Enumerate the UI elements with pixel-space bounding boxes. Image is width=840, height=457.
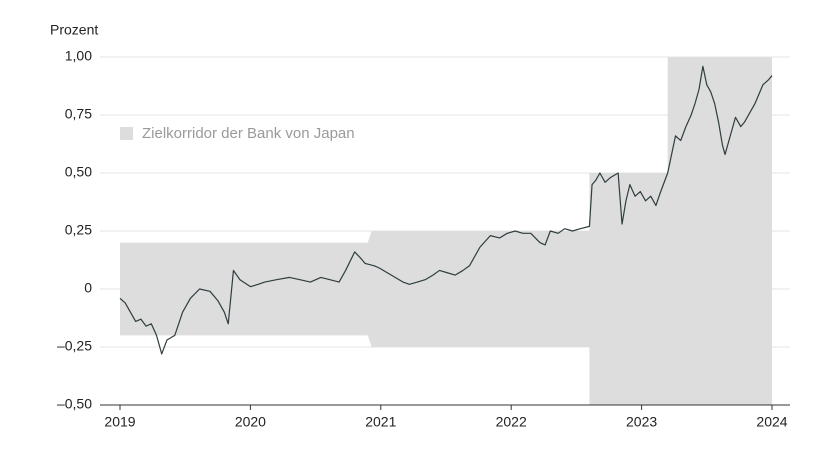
legend-label: Zielkorridor der Bank von Japan	[142, 125, 355, 142]
x-tick-label: 2021	[365, 414, 396, 430]
y-tick-label: –0,25	[57, 338, 92, 354]
x-tick-label: 2023	[626, 414, 657, 430]
y-tick-label: 0	[84, 280, 92, 296]
y-tick-label: 0,25	[65, 222, 92, 238]
x-tick-label: 2019	[104, 414, 135, 430]
y-tick-label: 1,00	[65, 48, 92, 64]
x-tick-label: 2024	[756, 414, 787, 430]
corridor-band	[120, 57, 772, 405]
y-axis-label: Prozent	[50, 22, 98, 38]
x-tick-label: 2020	[235, 414, 266, 430]
legend-swatch	[120, 127, 133, 140]
y-tick-label: 0,75	[65, 106, 92, 122]
y-tick-label: 0,50	[65, 164, 92, 180]
yield-line	[119, 65, 773, 355]
y-tick-label: –0,50	[57, 396, 92, 412]
x-tick-label: 2022	[496, 414, 527, 430]
